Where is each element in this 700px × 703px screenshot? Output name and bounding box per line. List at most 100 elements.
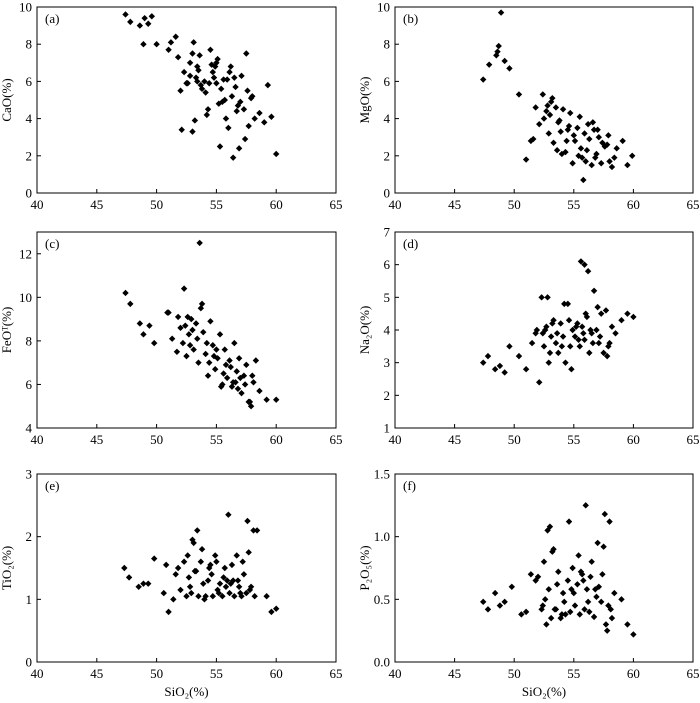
data-point xyxy=(595,134,603,141)
data-point xyxy=(572,323,580,330)
x-tick-label: 55 xyxy=(567,432,580,447)
data-point xyxy=(153,41,160,48)
data-point xyxy=(141,14,148,22)
data-point xyxy=(588,161,595,169)
data-point xyxy=(582,502,589,509)
data-point xyxy=(222,361,230,369)
y-axis-label: MgO(%) xyxy=(357,77,372,124)
y-tick-label: 7 xyxy=(384,225,391,240)
data-point xyxy=(580,176,587,184)
x-tick-label: 40 xyxy=(31,197,44,212)
data-point xyxy=(191,567,199,575)
data-point xyxy=(264,81,272,89)
data-point xyxy=(555,568,562,575)
data-point xyxy=(575,552,582,559)
data-point xyxy=(233,107,240,115)
data-point xyxy=(544,294,551,301)
data-point xyxy=(551,606,558,613)
data-point xyxy=(587,573,594,580)
data-point xyxy=(243,50,250,57)
data-point xyxy=(221,96,228,104)
data-point xyxy=(576,343,583,350)
data-point xyxy=(630,631,637,638)
data-point xyxy=(225,511,232,518)
data-point xyxy=(569,564,576,572)
data-point xyxy=(203,111,211,119)
data-point xyxy=(250,379,257,386)
data-point xyxy=(235,355,243,362)
data-point xyxy=(177,87,184,94)
data-point xyxy=(184,313,191,321)
data-point xyxy=(210,352,218,360)
data-point xyxy=(122,289,129,297)
data-point xyxy=(202,89,209,96)
data-point xyxy=(568,366,575,373)
data-point xyxy=(207,46,214,53)
data-point xyxy=(605,132,612,139)
data-point xyxy=(228,561,236,569)
panel-label: (b) xyxy=(403,11,418,26)
data-point xyxy=(186,583,194,590)
data-point xyxy=(583,147,591,154)
x-axis-label: SiO₂(%) xyxy=(164,684,208,699)
data-point xyxy=(532,330,539,337)
x-tick-label: 40 xyxy=(389,666,402,681)
y-tick-label: 4 xyxy=(26,111,33,126)
x-tick-label: 60 xyxy=(627,666,640,681)
data-point xyxy=(480,76,487,83)
y-tick-label: 0 xyxy=(26,655,33,670)
data-point xyxy=(216,331,224,338)
data-point xyxy=(273,396,280,403)
data-point xyxy=(491,366,499,373)
data-point xyxy=(201,78,208,85)
data-point xyxy=(605,343,612,350)
data-point xyxy=(209,593,217,600)
data-point xyxy=(485,61,493,68)
data-point xyxy=(200,328,207,336)
data-point xyxy=(249,372,256,379)
data-point xyxy=(204,372,212,379)
data-point xyxy=(549,94,556,102)
data-point xyxy=(592,154,599,161)
data-point xyxy=(222,583,230,590)
data-point xyxy=(618,596,625,603)
data-point xyxy=(559,589,567,597)
x-tick-label: 40 xyxy=(31,432,44,447)
data-point xyxy=(194,527,201,534)
data-point xyxy=(540,558,548,565)
data-point xyxy=(571,137,579,145)
data-point xyxy=(624,310,631,317)
data-point xyxy=(245,549,252,556)
data-point xyxy=(589,339,597,347)
data-point xyxy=(496,602,504,609)
data-point xyxy=(183,593,190,600)
data-point xyxy=(586,349,593,357)
y-tick-label: 0.0 xyxy=(374,655,390,670)
data-point xyxy=(578,154,586,161)
data-point xyxy=(522,366,530,373)
data-point xyxy=(186,342,194,349)
data-point xyxy=(549,320,556,327)
data-point xyxy=(576,611,583,618)
data-point xyxy=(209,68,217,76)
data-point xyxy=(480,598,487,606)
data-point xyxy=(241,135,249,143)
y-tick-label: 1.0 xyxy=(374,529,390,544)
data-point xyxy=(598,310,605,317)
data-point xyxy=(624,621,631,628)
data-point xyxy=(238,389,245,397)
data-point xyxy=(577,145,585,152)
data-point xyxy=(515,352,523,360)
data-point xyxy=(183,80,190,87)
data-point xyxy=(501,369,508,376)
data-point xyxy=(527,571,535,578)
panel-1: 40 45 50 55 60 65 0 2 4 6 8 10 CaO(%) (a) xyxy=(0,0,343,212)
x-tick-label: 65 xyxy=(330,666,343,681)
data-point xyxy=(229,577,237,584)
data-point xyxy=(549,548,556,555)
data-point xyxy=(484,606,492,613)
data-point xyxy=(561,598,568,606)
data-point xyxy=(273,150,280,158)
data-point xyxy=(233,368,240,375)
data-point xyxy=(238,72,245,80)
